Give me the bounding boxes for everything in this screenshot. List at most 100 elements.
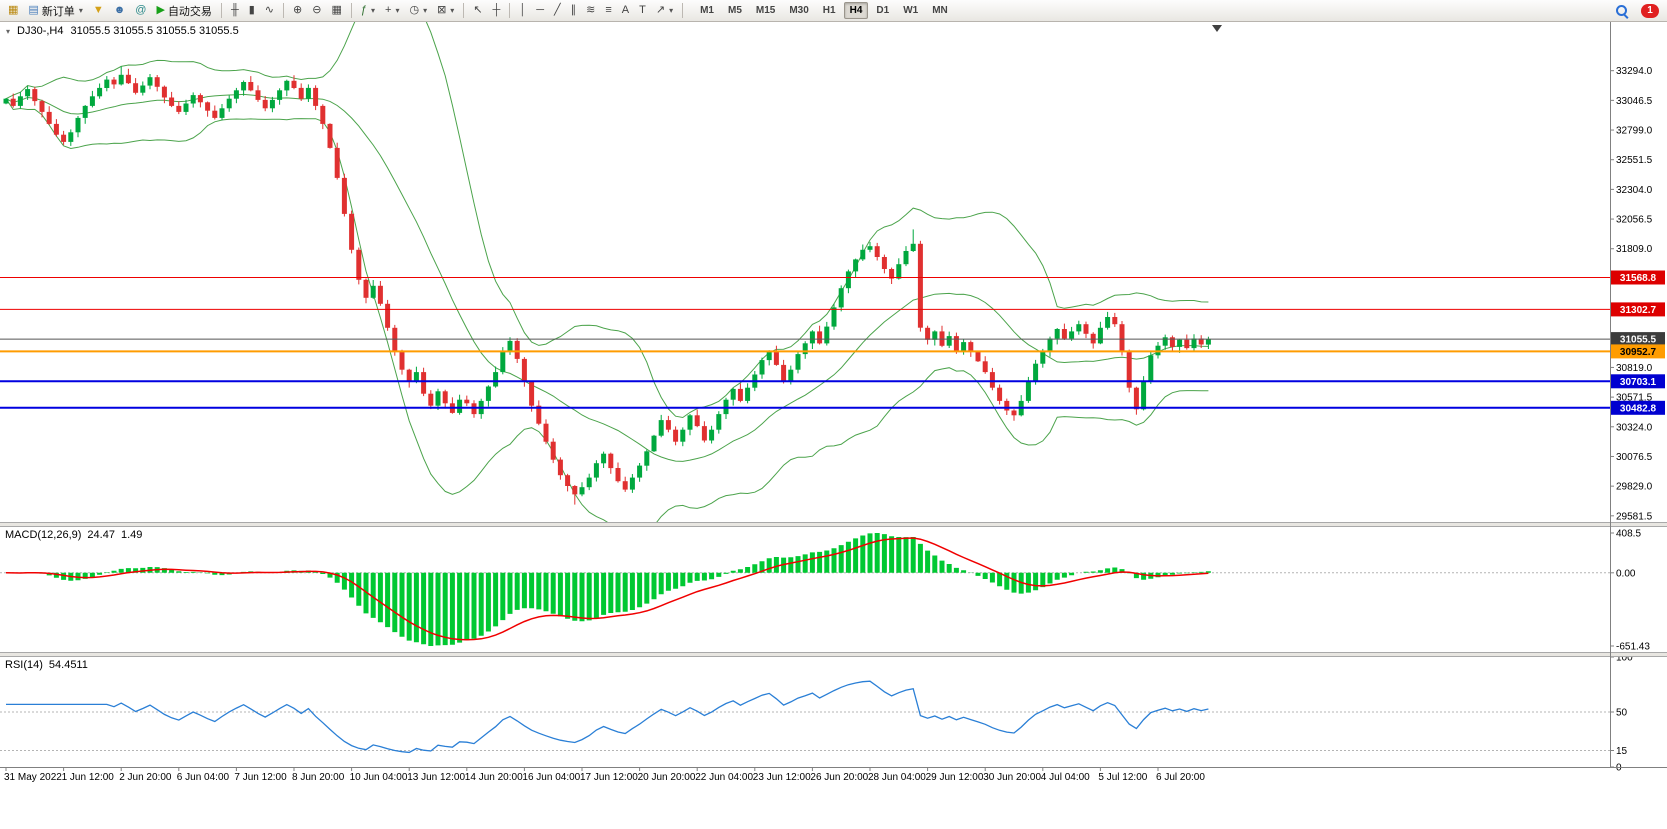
candle-body bbox=[845, 271, 851, 289]
crosshair-button[interactable]: ┼ bbox=[489, 1, 505, 21]
line-chart-icon: ∿ bbox=[264, 4, 275, 16]
candle-body bbox=[39, 101, 45, 112]
time-axis-label: 1 Jun 12:00 bbox=[62, 772, 115, 783]
parallel-channel-icon: ∥ bbox=[570, 4, 577, 16]
horizontal-line-button[interactable]: ─ bbox=[532, 1, 548, 21]
candle-body bbox=[1025, 381, 1031, 401]
candle-body bbox=[269, 99, 275, 109]
search-button[interactable] bbox=[1612, 1, 1632, 21]
fibonacci-button[interactable]: ≡ bbox=[601, 1, 615, 21]
toolbar-right: 1 bbox=[1611, 1, 1664, 21]
candle-body bbox=[197, 95, 203, 103]
candle-body bbox=[1076, 324, 1082, 332]
waves-button[interactable]: ≋ bbox=[582, 1, 599, 21]
chart-shift-marker[interactable] bbox=[1212, 25, 1222, 32]
period-button[interactable]: ◷ ▾ bbox=[405, 1, 431, 21]
channel-button[interactable]: ∥ bbox=[567, 1, 581, 21]
price-tick-label: 29581.5 bbox=[1616, 511, 1653, 522]
pane-separator[interactable] bbox=[0, 522, 1667, 527]
price-badge-label: 30482.8 bbox=[1620, 403, 1657, 414]
arrows-button[interactable]: ↗ ▾ bbox=[652, 1, 677, 21]
candle-body bbox=[701, 426, 707, 441]
candlestick-chart-button[interactable]: ▮ bbox=[245, 1, 259, 21]
candle-body bbox=[953, 336, 959, 351]
candle-body bbox=[1061, 329, 1067, 339]
candle-body bbox=[680, 429, 686, 442]
charts-filter-button[interactable]: ▼ bbox=[89, 1, 108, 21]
candle-body bbox=[773, 351, 779, 365]
indicators-button[interactable]: ƒ ▾ bbox=[357, 1, 379, 21]
timeframe-m30-button[interactable]: M30 bbox=[789, 5, 809, 16]
zoom-in-button[interactable]: ⊕ bbox=[289, 1, 306, 21]
main-price-pane[interactable] bbox=[0, 22, 1610, 522]
candle-body bbox=[305, 87, 311, 99]
elliott-wave-icon: ≋ bbox=[586, 4, 596, 16]
candle-body bbox=[1069, 331, 1075, 339]
candle-body bbox=[925, 327, 931, 340]
bollinger-upper-line bbox=[5, 22, 1209, 419]
candle-body bbox=[687, 415, 693, 430]
chart-canvas[interactable]: 33294.0 33046.5 32799.0 32551.5 32304.0 32056… bbox=[0, 22, 1667, 829]
price-tick-label: 30819.0 bbox=[1616, 363, 1653, 374]
candle-body bbox=[10, 98, 16, 106]
symbol-collapse-icon[interactable]: ▾ bbox=[6, 26, 11, 36]
candle-body bbox=[25, 89, 31, 97]
vertical-line-icon: │ bbox=[519, 4, 527, 16]
text-button[interactable]: A bbox=[618, 1, 633, 21]
candle-body bbox=[1198, 338, 1204, 345]
profile-button[interactable]: ☻ bbox=[110, 1, 130, 21]
time-axis-label: 31 May 2022 bbox=[4, 772, 62, 783]
trendline-button[interactable]: ╱ bbox=[550, 1, 565, 21]
cursor-button[interactable]: ↖ bbox=[469, 1, 486, 21]
pane-separator[interactable] bbox=[0, 652, 1667, 657]
timeframe-m1-button[interactable]: M1 bbox=[700, 5, 714, 16]
candle-body bbox=[874, 246, 880, 257]
candle-body bbox=[363, 279, 369, 298]
terminal-button[interactable]: ▦ bbox=[4, 1, 22, 21]
time-axis-label: 10 Jun 04:00 bbox=[350, 772, 408, 783]
community-button[interactable]: @ bbox=[131, 1, 150, 21]
rsi-value: 54.4511 bbox=[48, 659, 88, 671]
macd-pane[interactable] bbox=[0, 527, 1610, 652]
price-tick-label: 32056.5 bbox=[1616, 215, 1653, 226]
templates-button[interactable]: ⊠ ▾ bbox=[433, 1, 458, 21]
timeframe-mn-button[interactable]: MN bbox=[932, 5, 948, 16]
clock-icon: ◷ bbox=[409, 4, 420, 16]
chart-area[interactable]: 33294.0 33046.5 32799.0 32551.5 32304.0 32056… bbox=[0, 22, 1667, 829]
new-order-button[interactable]: ▤ 新订单 ▾ bbox=[24, 1, 86, 21]
toolbar-separator bbox=[283, 3, 285, 18]
bar-chart-button[interactable]: ╫ bbox=[227, 1, 243, 21]
rsi-tick-label: 15 bbox=[1616, 746, 1628, 757]
candle-body bbox=[392, 327, 398, 352]
candle-body bbox=[1148, 355, 1154, 382]
vertical-line-button[interactable]: │ bbox=[515, 1, 530, 21]
candle-body bbox=[694, 415, 700, 427]
timeframe-d1-button[interactable]: D1 bbox=[876, 5, 890, 16]
candle-body bbox=[889, 269, 895, 279]
timeframe-h1-button[interactable]: H1 bbox=[822, 5, 836, 16]
macd-signal-value: 1.49 bbox=[120, 529, 143, 541]
notification-badge[interactable]: 1 bbox=[1641, 3, 1659, 18]
candle-body bbox=[1169, 337, 1175, 347]
candle-body bbox=[1191, 338, 1197, 349]
timeframe-m5-button[interactable]: M5 bbox=[727, 5, 742, 16]
tile-windows-button[interactable]: ▦ bbox=[327, 1, 345, 21]
dropdown-caret-icon: ▾ bbox=[370, 6, 375, 15]
autotrading-button[interactable]: ▶ 自动交易 bbox=[152, 1, 215, 21]
candle-body bbox=[140, 85, 146, 93]
line-chart-button[interactable]: ∿ bbox=[261, 1, 278, 21]
zoom-out-button[interactable]: ⊖ bbox=[308, 1, 325, 21]
label-button[interactable]: T bbox=[635, 1, 650, 21]
macd-signal-line bbox=[5, 537, 1209, 641]
add-object-button[interactable]: + ▾ bbox=[381, 1, 403, 21]
timeframe-m15-button[interactable]: M15 bbox=[755, 5, 776, 16]
timeframe-h4-button[interactable]: H4 bbox=[843, 2, 869, 19]
candle-body bbox=[745, 387, 751, 401]
time-axis-label: 16 Jun 04:00 bbox=[522, 772, 580, 783]
candle-body bbox=[759, 360, 765, 375]
candle-body bbox=[219, 108, 225, 118]
crosshair-icon: ┼ bbox=[492, 4, 501, 16]
candle-body bbox=[118, 74, 124, 85]
timeframe-w1-button[interactable]: W1 bbox=[903, 5, 919, 16]
